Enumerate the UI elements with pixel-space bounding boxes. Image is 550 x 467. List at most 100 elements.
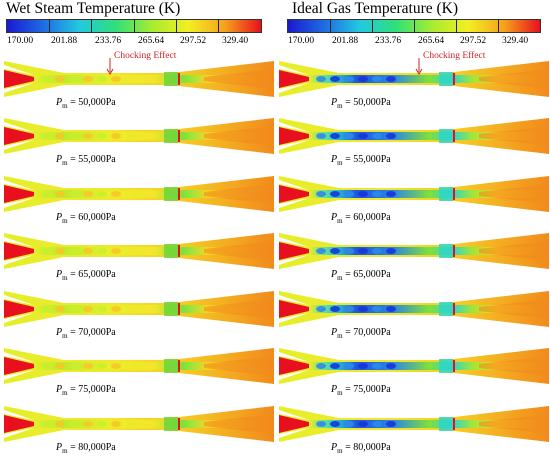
colorbar-tick bbox=[330, 19, 331, 33]
shock-cell bbox=[111, 306, 121, 312]
colorbar-tick bbox=[49, 19, 50, 33]
shock-cell bbox=[372, 421, 382, 427]
shock-cell bbox=[372, 76, 382, 82]
ideal-colorbar-ticklabels: 170.00 201.88 233.76 265.64 297.52 329.4… bbox=[287, 36, 539, 48]
nozzle-panel: Pm = 60,000Pa bbox=[279, 174, 549, 232]
shock-cell bbox=[330, 421, 340, 427]
primary-nozzle bbox=[279, 357, 309, 375]
shock-cell bbox=[316, 363, 326, 369]
suction-gap-bottom bbox=[4, 255, 34, 265]
shock-cell bbox=[372, 306, 382, 312]
primary-nozzle bbox=[4, 415, 34, 433]
shock-cell bbox=[55, 76, 65, 82]
core-jet bbox=[34, 362, 274, 370]
pressure-label: Pm = 75,000Pa bbox=[56, 384, 116, 397]
pressure-value: = 55,000Pa bbox=[67, 154, 116, 165]
diffuser-hot-region bbox=[204, 356, 274, 376]
shock-cell bbox=[316, 306, 326, 312]
shock-cell bbox=[83, 133, 93, 139]
nozzle-panel: Pm = 50,000Pa bbox=[279, 59, 549, 117]
shock-cell bbox=[330, 191, 340, 197]
nozzle-panel: Pm = 70,000Pa bbox=[279, 289, 549, 347]
suction-gap-bottom bbox=[4, 83, 34, 93]
annotation-arrow bbox=[106, 58, 114, 75]
suction-gap-top bbox=[4, 65, 34, 75]
shock-cell bbox=[358, 133, 368, 139]
shock-cell bbox=[372, 363, 382, 369]
pressure-symbol: P bbox=[56, 212, 63, 223]
core-jet bbox=[34, 420, 274, 428]
normal-shock bbox=[178, 360, 180, 372]
nozzle-contour bbox=[4, 348, 274, 384]
pressure-symbol: P bbox=[331, 97, 338, 108]
shock-cell bbox=[41, 76, 51, 82]
diffuser-hot-region bbox=[479, 184, 549, 204]
pressure-subscript: m bbox=[62, 332, 68, 340]
wet-steam-column: Wet Steam Temperature (K) 170.00 201.88 … bbox=[4, 0, 274, 462]
normal-shock bbox=[453, 73, 455, 85]
nozzle-panel: Pm = 75,000Pa bbox=[4, 346, 274, 404]
normal-shock bbox=[178, 73, 180, 85]
nozzle-contour bbox=[279, 348, 549, 384]
shock-cell bbox=[83, 363, 93, 369]
throat-zone bbox=[164, 187, 178, 201]
pressure-value: = 70,000Pa bbox=[342, 327, 391, 338]
shock-cell bbox=[69, 133, 79, 139]
throat-zone bbox=[439, 302, 453, 316]
pressure-symbol: P bbox=[56, 97, 63, 108]
shock-cell bbox=[97, 133, 107, 139]
nozzle-panel: Pm = 50,000Pa bbox=[4, 59, 274, 117]
shock-cell bbox=[41, 191, 51, 197]
nozzle-contour bbox=[4, 118, 274, 154]
pressure-subscript: m bbox=[62, 274, 68, 282]
shock-cell bbox=[41, 306, 51, 312]
colorbar-tick-label: 201.88 bbox=[331, 36, 359, 46]
diffuser-hot-region bbox=[479, 414, 549, 434]
nozzle-panel: Pm = 70,000Pa bbox=[4, 289, 274, 347]
pressure-label: Pm = 75,000Pa bbox=[331, 384, 391, 397]
shock-cell bbox=[358, 306, 368, 312]
shock-cell bbox=[316, 421, 326, 427]
pressure-symbol: P bbox=[56, 327, 63, 338]
suction-gap-top bbox=[4, 180, 34, 190]
shock-cell bbox=[372, 191, 382, 197]
pressure-subscript: m bbox=[337, 102, 343, 110]
shock-cell bbox=[372, 133, 382, 139]
shock-cell bbox=[358, 191, 368, 197]
shock-cell bbox=[55, 306, 65, 312]
suction-gap-top bbox=[4, 410, 34, 420]
throat-zone bbox=[439, 129, 453, 143]
pressure-value: = 50,000Pa bbox=[342, 97, 391, 108]
primary-nozzle bbox=[4, 70, 34, 88]
shock-cell bbox=[344, 248, 354, 254]
primary-nozzle bbox=[4, 242, 34, 260]
shock-cell bbox=[97, 191, 107, 197]
shock-cell bbox=[358, 363, 368, 369]
nozzle-contour bbox=[279, 291, 549, 327]
shock-cell bbox=[69, 191, 79, 197]
suction-gap-bottom bbox=[4, 140, 34, 150]
colorbar-tick-label: 297.52 bbox=[179, 36, 207, 46]
pressure-symbol: P bbox=[331, 269, 338, 280]
pressure-value: = 80,000Pa bbox=[342, 442, 391, 453]
throat-zone bbox=[439, 244, 453, 258]
primary-nozzle bbox=[279, 242, 309, 260]
normal-shock bbox=[178, 245, 180, 257]
shock-cell bbox=[386, 306, 396, 312]
normal-shock bbox=[453, 245, 455, 257]
shock-cell bbox=[344, 133, 354, 139]
normal-shock bbox=[178, 130, 180, 142]
diffuser-hot-region bbox=[479, 299, 549, 319]
pressure-symbol: P bbox=[56, 269, 63, 280]
suction-gap-top bbox=[4, 352, 34, 362]
pressure-subscript: m bbox=[337, 389, 343, 397]
throat-zone bbox=[439, 417, 453, 431]
colorbar-tick-label: 170.00 bbox=[6, 36, 34, 46]
shock-cell bbox=[69, 421, 79, 427]
shock-cell bbox=[316, 191, 326, 197]
nozzle-panel: Pm = 80,000Pa bbox=[4, 404, 274, 462]
suction-gap-bottom bbox=[279, 313, 309, 323]
core-jet bbox=[34, 132, 274, 140]
shock-cell bbox=[97, 76, 107, 82]
shock-cell bbox=[41, 421, 51, 427]
